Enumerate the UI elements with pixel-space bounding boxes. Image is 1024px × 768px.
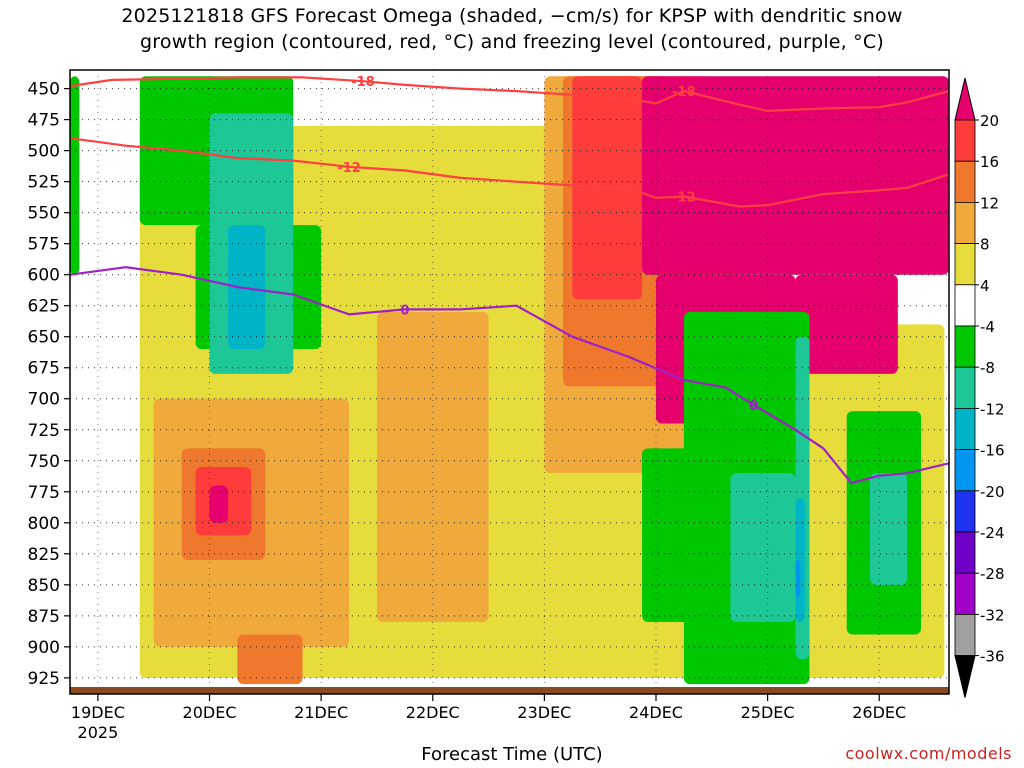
x-tick-label: 22DEC — [406, 703, 460, 722]
omega-region — [730, 473, 796, 623]
contour-label: -12 — [672, 191, 696, 206]
colorbar-tick-label: -16 — [980, 442, 1005, 460]
omega-region — [237, 634, 303, 685]
omega-region — [795, 274, 898, 374]
y-tick-label: 700 — [28, 390, 60, 410]
colorbar-tick-label: 12 — [980, 194, 999, 212]
contour-label: -18 — [672, 85, 696, 100]
colorbar-bin — [954, 490, 976, 533]
y-tick-label: 825 — [28, 545, 60, 565]
colorbar: 20 16 12 8 4 -4 -8 -12 -16 -20 -24 -28 -32 -36 — [954, 77, 1005, 698]
y-tick-label: 675 — [28, 359, 60, 379]
y-tick-label: 625 — [28, 297, 60, 317]
colorbar-tick-label: -28 — [980, 565, 1005, 583]
x-tick-label: 25DEC — [741, 703, 795, 722]
colorbar-bin — [954, 366, 976, 409]
colorbar-tick-label: -36 — [980, 648, 1005, 666]
colorbar-tick-label: -20 — [980, 483, 1005, 501]
contour-label: -18 — [351, 75, 375, 90]
colorbar-bin — [954, 119, 976, 162]
y-tick-label: 875 — [28, 607, 60, 627]
colorbar-bin — [954, 160, 976, 203]
y-tick-label: 925 — [28, 669, 60, 689]
colorbar-bin — [954, 572, 976, 615]
colorbar-tick-label: -4 — [980, 318, 995, 336]
colorbar-lower-arrow — [954, 655, 976, 698]
y-tick-label: 750 — [28, 452, 60, 472]
colorbar-tick-label: 4 — [980, 277, 990, 295]
colorbar-tick-label: 20 — [980, 112, 999, 130]
y-tick-label: 500 — [28, 142, 60, 162]
omega-region — [228, 225, 266, 350]
y-tick-label: 575 — [28, 235, 60, 255]
omega-region — [795, 560, 801, 598]
x-tick-label: 24DEC — [629, 703, 683, 722]
chart-title-line-1: 2025121818 GFS Forecast Omega (shaded, −… — [121, 5, 903, 27]
colorbar-bin — [954, 407, 976, 450]
colorbar-bin — [954, 201, 976, 244]
colorbar-bin — [954, 325, 976, 368]
colorbar-tick-label: -8 — [980, 359, 995, 377]
temperature-contours: -18 -18 -12 -12 0 0 — [70, 75, 949, 485]
y-tick-label: 800 — [28, 514, 60, 534]
omega-region — [209, 485, 229, 523]
contour-label: 0 — [400, 303, 409, 318]
colorbar-upper-arrow — [954, 77, 976, 121]
x-tick-label: 21DEC — [294, 703, 348, 722]
plot-frame — [69, 69, 950, 695]
colorbar-tick-label: -32 — [980, 606, 1005, 624]
omega-shading — [70, 76, 949, 685]
y-tick-label: 725 — [28, 421, 60, 441]
y-tick-label: 525 — [28, 173, 60, 193]
x-axis-title: Forecast Time (UTC) — [421, 744, 603, 765]
x-tick-label: 26DEC — [852, 703, 906, 722]
contour-minus-18 — [70, 76, 949, 112]
colorbar-bin — [954, 449, 976, 492]
axes: 450 475 500 525 550 575 600 625 650 675 700 725 750 7… — [28, 80, 907, 742]
contour-label: -12 — [337, 161, 361, 176]
credit-link[interactable]: coolwx.com/models — [845, 744, 1012, 763]
colorbar-tick-label: 8 — [980, 236, 990, 254]
y-tick-label: 775 — [28, 483, 60, 503]
gridlines — [70, 70, 949, 694]
x-year-label: 2025 — [78, 723, 119, 742]
omega-region — [869, 473, 908, 585]
colorbar-bin — [954, 243, 976, 286]
y-tick-label: 475 — [28, 111, 60, 131]
x-tick-label: 23DEC — [517, 703, 571, 722]
colorbar-tick-label: 16 — [980, 153, 999, 171]
colorbar-bin — [954, 284, 976, 327]
colorbar-bin — [954, 614, 976, 657]
colorbar-tick-label: -12 — [980, 400, 1005, 418]
omega-region — [70, 76, 80, 275]
y-tick-label: 650 — [28, 328, 60, 348]
contour-minus-12 — [70, 137, 949, 208]
surface-terrain-band — [70, 687, 949, 694]
y-tick-label: 850 — [28, 576, 60, 596]
y-tick-label: 450 — [28, 80, 60, 100]
colorbar-tick-label: -24 — [980, 524, 1005, 542]
x-tick-label: 20DEC — [183, 703, 237, 722]
omega-region — [642, 76, 949, 275]
chart-title-line-2: growth region (contoured, red, °C) and f… — [140, 31, 884, 53]
x-tick-label: 19DEC — [71, 703, 125, 722]
colorbar-bin — [954, 531, 976, 574]
y-tick-label: 550 — [28, 204, 60, 224]
contour-freezing-level — [70, 266, 949, 485]
y-tick-label: 600 — [28, 266, 60, 286]
omega-region — [795, 497, 805, 623]
y-tick-label: 900 — [28, 638, 60, 658]
contour-label: 0 — [749, 399, 758, 414]
